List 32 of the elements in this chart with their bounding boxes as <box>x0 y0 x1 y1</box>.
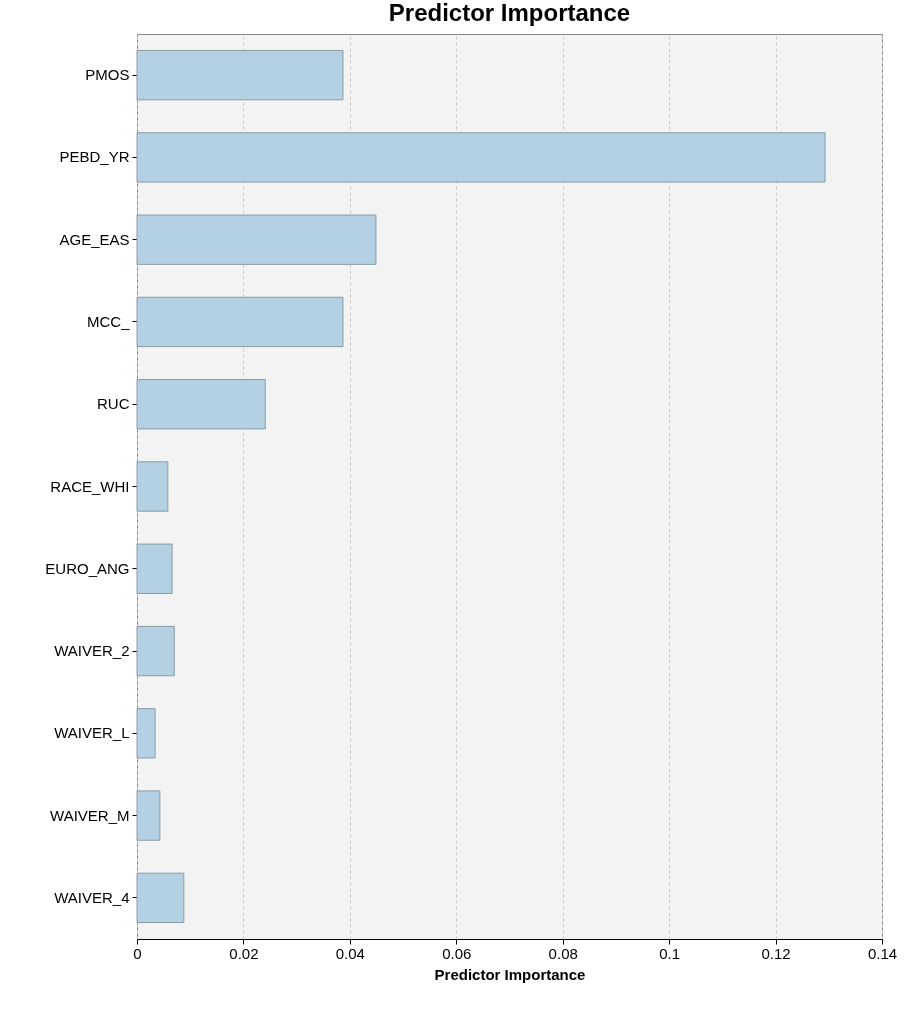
y-tick-label: PMOS <box>85 66 130 84</box>
bar <box>136 543 173 594</box>
x-tick-label: 0.12 <box>761 944 791 962</box>
x-tick-label: 0 <box>133 944 142 962</box>
x-tick-label: 0.14 <box>867 944 898 962</box>
bar <box>136 625 175 677</box>
x-tick-label: 0.1 <box>659 944 681 962</box>
bar <box>136 296 344 348</box>
x-tick-label: 0.02 <box>229 944 259 962</box>
y-tick-label: EURO_ANG <box>45 559 130 577</box>
chart-title: Predictor Importance <box>388 0 631 26</box>
y-tick-label: WAIVER_M <box>50 806 130 824</box>
y-tick-label: WAIVER_L <box>54 724 130 742</box>
x-tick-label: 0.08 <box>548 944 578 962</box>
x-axis-title: Predictor Importance <box>434 965 586 983</box>
bar <box>136 708 156 759</box>
x-tick-label: 0.06 <box>442 944 472 962</box>
bar <box>136 132 826 183</box>
bar <box>136 461 169 512</box>
bar <box>136 214 377 265</box>
y-tick-label: PEBD_YR <box>59 148 130 166</box>
bar <box>136 790 161 841</box>
y-tick-label: WAIVER_4 <box>54 888 130 906</box>
y-tick-label: MCC_ <box>86 312 131 330</box>
bar <box>136 49 344 101</box>
y-tick-label: RACE_WHI <box>50 477 130 495</box>
y-tick-label: WAIVER_2 <box>54 642 130 660</box>
bar <box>136 872 185 924</box>
y-tick-label: RUC <box>97 395 130 413</box>
x-tick-label: 0.04 <box>335 944 365 962</box>
y-tick-label: AGE_EAS <box>59 230 130 248</box>
bar <box>136 379 266 430</box>
